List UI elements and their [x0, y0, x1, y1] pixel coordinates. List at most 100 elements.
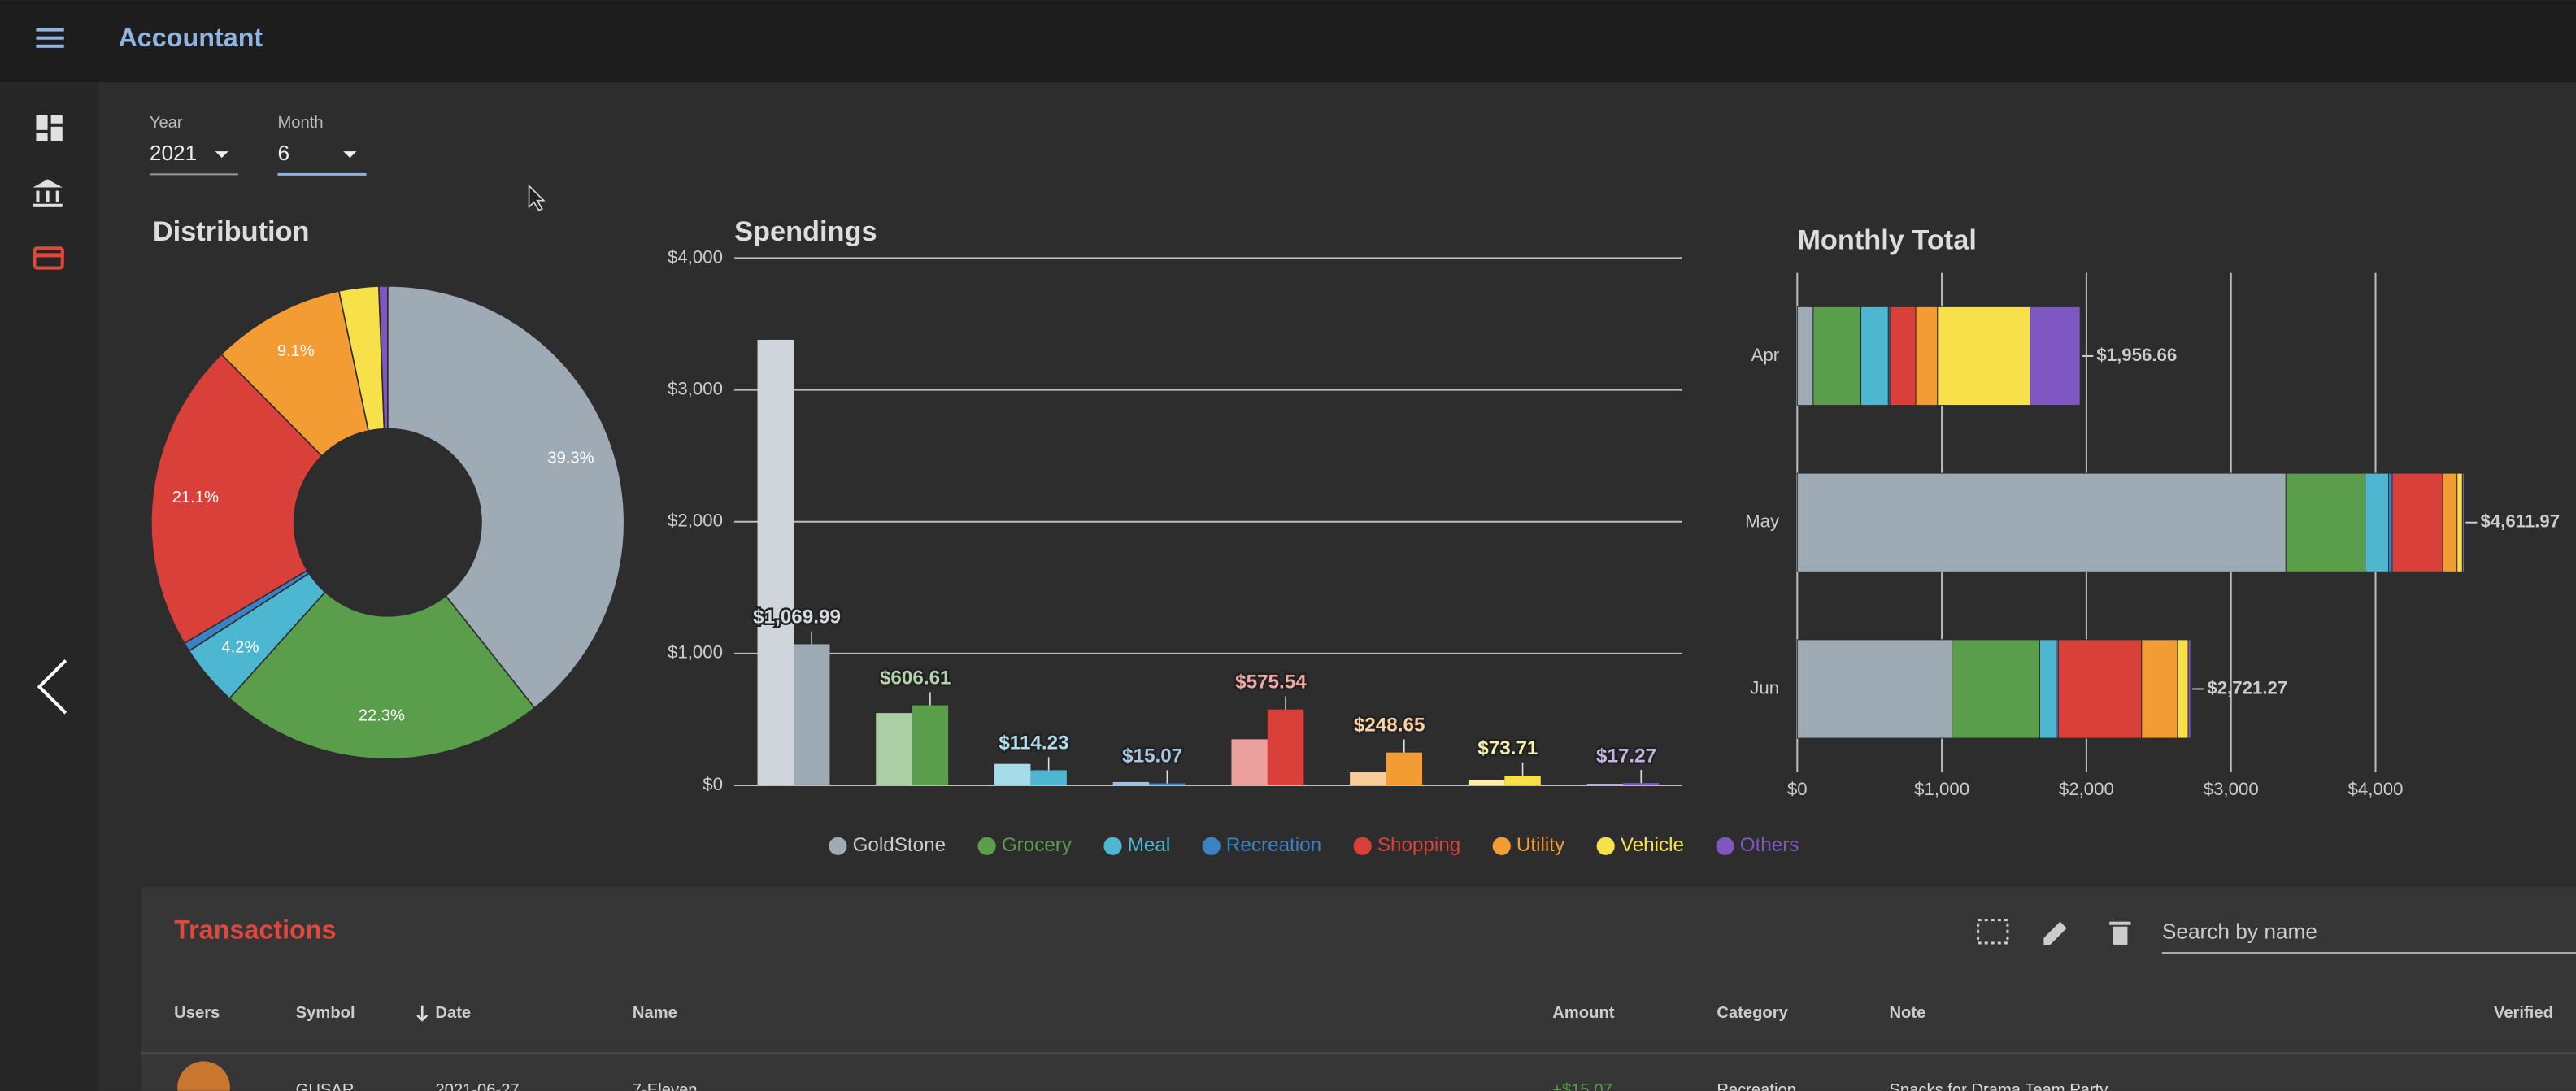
- chart-title: Spendings: [734, 216, 877, 247]
- icon-part: [2043, 921, 2067, 945]
- legend-label: GoldStone: [853, 834, 946, 856]
- slice-label: 22.3%: [359, 706, 405, 724]
- stacked-bar-chart: $0 $1,000 $2,000 $3,000 $4,000 Apr $1,956.66 Ma…: [1745, 272, 2560, 799]
- column-header: Users: [174, 1004, 220, 1022]
- pie-chart: 39.3% 22.3% 4.2% 21.1% 9.1%: [150, 285, 625, 760]
- y-tick-label: May: [1745, 511, 1780, 532]
- icon-part: [33, 203, 63, 207]
- search-field[interactable]: Search by name: [2161, 919, 2576, 954]
- bar-segment: [2187, 639, 2191, 739]
- bar-segment: [2456, 472, 2463, 572]
- prev-page-button[interactable]: [0, 611, 99, 759]
- year-label: Year: [150, 114, 183, 132]
- column-header: Name: [633, 1004, 677, 1022]
- table-cell: 2021-06-27: [435, 1081, 519, 1091]
- bar-segment: [2177, 639, 2189, 739]
- legend-swatch: [1103, 837, 1122, 855]
- table-cell: +$15.07: [1552, 1081, 1612, 1091]
- app-bar: [0, 0, 2576, 83]
- button-bg: [0, 611, 99, 759]
- bar-segment: [1860, 306, 1889, 406]
- bar: [793, 644, 830, 785]
- bar-value-label: $15.07: [1122, 745, 1182, 767]
- bar-value-label: $1,069.99: [753, 606, 841, 628]
- total-label: $2,721.27: [2207, 677, 2287, 698]
- bar: [1149, 783, 1186, 785]
- total-label: $1,956.66: [2096, 345, 2177, 365]
- nav-bank[interactable]: [33, 179, 63, 207]
- legend-label: Utility: [1516, 834, 1565, 856]
- bar-value-label: $114.23: [999, 732, 1068, 754]
- search-placeholder: Search by name: [2162, 919, 2317, 944]
- legend-swatch: [1716, 837, 1734, 855]
- menu-button[interactable]: [36, 28, 64, 48]
- select-button[interactable]: [1977, 919, 2009, 945]
- year-select[interactable]: Year 2021: [149, 114, 238, 176]
- icon-part: [55, 190, 59, 202]
- bar: [912, 705, 949, 785]
- icon-part: [36, 115, 48, 130]
- column-header: Amount: [1552, 1004, 1615, 1022]
- table-body: GUSAR 2021-06-27 7-Eleven +$15.07 Recreation…: [296, 1081, 2109, 1091]
- month-select[interactable]: Month 6: [277, 114, 367, 176]
- month-label: Month: [277, 114, 323, 132]
- bar: [757, 339, 794, 785]
- legend-swatch: [977, 837, 996, 855]
- delete-button[interactable]: [2109, 921, 2131, 945]
- bar: [1112, 781, 1150, 785]
- legend-swatch: [1353, 837, 1372, 855]
- slice-label: 21.1%: [172, 489, 219, 506]
- bar-segment: [2391, 472, 2443, 572]
- y-tick-label: Jun: [1750, 677, 1779, 698]
- month-value: 6: [277, 141, 289, 165]
- year-value: 2021: [150, 141, 197, 165]
- legend-label: Others: [1740, 834, 1799, 856]
- legend: GoldStone Grocery Meal Recreation Shopping Ut…: [829, 834, 1799, 856]
- bar-segment: [2388, 472, 2393, 572]
- legend-swatch: [1492, 837, 1511, 855]
- bar-segment: [1937, 306, 2031, 406]
- table-cell: Recreation: [1717, 1081, 1796, 1091]
- icon-part: [50, 126, 63, 141]
- column-header: Date: [435, 1004, 471, 1022]
- table-title: Transactions: [174, 915, 336, 944]
- x-tick-label: $1,000: [1914, 779, 1969, 799]
- bar-segment: [1796, 639, 1953, 739]
- pie-slice: [228, 591, 536, 760]
- column-header: Verified: [2494, 1004, 2553, 1022]
- icon-part: [36, 133, 48, 141]
- nav-card[interactable]: [33, 246, 64, 270]
- bar: [1267, 709, 1304, 785]
- legend-label: Grocery: [1002, 834, 1073, 856]
- table-cell: GUSAR: [296, 1081, 355, 1091]
- table-header: Users Symbol Date Name Amount Category Note Ver…: [174, 1004, 2553, 1022]
- slice-label: 39.3%: [547, 450, 594, 467]
- icon-part: [2113, 926, 2128, 945]
- bar: [1623, 783, 1660, 785]
- bar-segment: [1952, 639, 2040, 739]
- x-tick-label: $4,000: [2348, 779, 2404, 799]
- nav-dashboard[interactable]: [36, 115, 63, 141]
- icon-part: [36, 190, 40, 202]
- bar: [1386, 752, 1423, 785]
- chart-title: Distribution: [153, 216, 310, 247]
- y-tick-label: Apr: [1751, 345, 1780, 365]
- column-header: Note: [1889, 1004, 1925, 1022]
- edit-button[interactable]: [2043, 921, 2067, 945]
- dropdown-arrow: [215, 151, 228, 159]
- bar-segment: [2461, 472, 2465, 572]
- legend-swatch: [1202, 837, 1221, 855]
- bar-segment: [2285, 472, 2366, 572]
- app-title: Accountant: [118, 23, 263, 52]
- card-bg: [141, 887, 2576, 1091]
- bar-segment: [2141, 639, 2178, 739]
- bar: [1350, 772, 1386, 785]
- bar-segment: [1915, 306, 1939, 406]
- column-header: Category: [1717, 1004, 1788, 1022]
- bar: [994, 763, 1031, 785]
- bar-value-label: $575.54: [1235, 672, 1307, 693]
- bar: [876, 713, 912, 785]
- mouse-cursor: [528, 184, 546, 211]
- y-tick-label: $3,000: [668, 378, 723, 398]
